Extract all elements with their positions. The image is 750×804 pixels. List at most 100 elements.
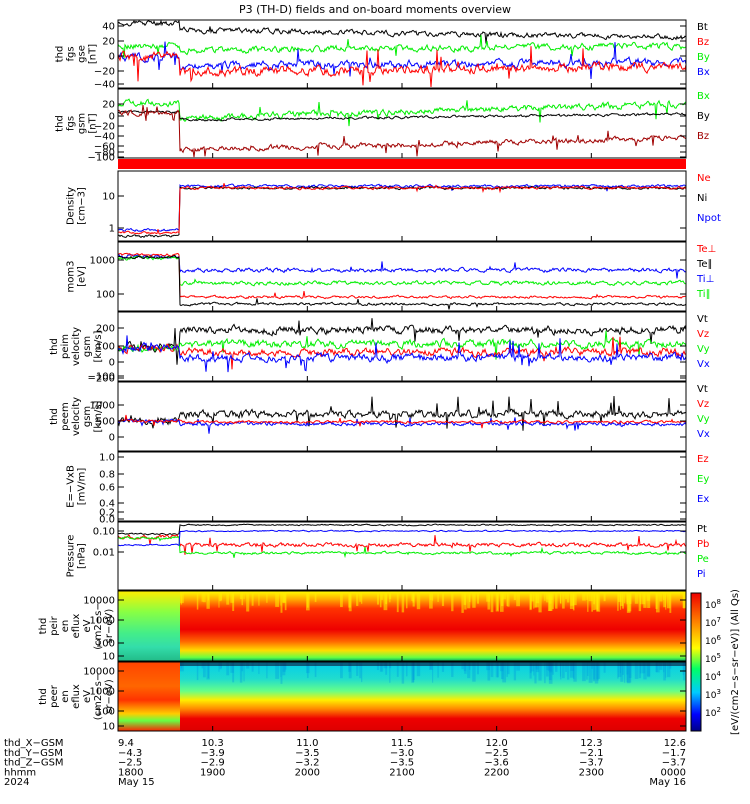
peir-texture bbox=[499, 591, 504, 612]
peer-texture bbox=[207, 662, 209, 679]
peer-texture bbox=[565, 662, 567, 672]
peer-texture bbox=[499, 662, 504, 672]
peer-texture bbox=[507, 662, 510, 675]
ytick-label: −100 bbox=[88, 153, 115, 164]
xaxis-value: −2.9 bbox=[201, 758, 225, 769]
peer-texture bbox=[627, 662, 632, 683]
xaxis-value: 2100 bbox=[389, 767, 414, 778]
peer-texture bbox=[266, 662, 268, 679]
peir-texture bbox=[282, 591, 286, 603]
peir-texture bbox=[280, 591, 283, 613]
peer-texture bbox=[638, 662, 642, 679]
peir-texture bbox=[218, 591, 220, 608]
peer-texture bbox=[282, 662, 286, 672]
ytick-label: 0.6 bbox=[99, 483, 115, 494]
peir-texture bbox=[659, 591, 663, 602]
peir-texture bbox=[275, 591, 280, 607]
series-bz bbox=[117, 46, 687, 88]
legend-bt: Bt bbox=[697, 22, 708, 33]
legend-vy: Vy bbox=[697, 414, 710, 425]
peer-texture bbox=[232, 662, 235, 683]
xaxis-rowlabel: hhmm bbox=[4, 767, 36, 778]
peir-texture bbox=[464, 591, 467, 610]
peir-texture bbox=[476, 591, 480, 604]
ylabel-line: gsm bbox=[82, 406, 93, 427]
panel-frame-peem-velocity bbox=[117, 381, 687, 452]
peer-texture bbox=[587, 662, 589, 677]
legend-bx: Bx bbox=[697, 91, 710, 102]
peer-texture bbox=[684, 662, 686, 671]
ylabel-line: Pressure bbox=[66, 535, 77, 578]
peir-texture bbox=[534, 591, 537, 608]
peer-texture bbox=[340, 662, 343, 679]
peer-texture bbox=[573, 662, 577, 682]
ylabel-line: en bbox=[60, 620, 71, 633]
peer-texture bbox=[626, 662, 629, 675]
ylabel-line: eflux bbox=[71, 684, 82, 709]
peer-texture bbox=[619, 662, 622, 674]
peer-texture bbox=[656, 662, 660, 673]
peer-texture bbox=[641, 662, 646, 674]
peir-texture bbox=[232, 591, 235, 611]
peer-texture bbox=[451, 662, 454, 678]
peir-texture bbox=[376, 591, 380, 605]
series-pi bbox=[118, 529, 687, 547]
xaxis-value: −3.6 bbox=[485, 758, 509, 769]
legend-by: By bbox=[697, 52, 710, 63]
peer-texture bbox=[306, 662, 309, 679]
xaxis-value: May 15 bbox=[118, 777, 155, 788]
peer-texture bbox=[560, 662, 562, 680]
ylabel-line: [nPa] bbox=[77, 543, 88, 569]
peir-texture bbox=[284, 591, 287, 611]
peer-texture bbox=[570, 662, 575, 671]
legend-ne: Ne bbox=[697, 173, 711, 184]
xaxis-value: −2.5 bbox=[118, 758, 142, 769]
xaxis-value: 1800 bbox=[118, 767, 143, 778]
series-pe bbox=[117, 535, 687, 559]
peer-texture bbox=[359, 662, 362, 679]
peir-texture bbox=[516, 591, 520, 607]
ylabel-line: gsm bbox=[77, 113, 88, 134]
peer-texture bbox=[280, 662, 282, 677]
peer-texture bbox=[275, 662, 280, 679]
ytick-label: 0.01 bbox=[93, 548, 115, 559]
legend-pe: Pe bbox=[697, 554, 709, 565]
xaxis-value: −2.1 bbox=[579, 748, 603, 759]
ylabel-line: thd bbox=[55, 115, 66, 132]
peer-texture bbox=[655, 662, 658, 673]
peir-texture bbox=[626, 591, 631, 613]
peer-texture bbox=[376, 662, 380, 671]
ytick-label: 0.8 bbox=[99, 470, 115, 481]
colorbar-exp: 5 bbox=[716, 652, 720, 660]
ylabel-line: (cm2−s− bbox=[93, 673, 104, 720]
series-pb bbox=[117, 534, 687, 555]
legend-ti⊥: Ti⊥ bbox=[696, 274, 714, 285]
colorbar-exp: 3 bbox=[716, 688, 720, 696]
peer-texture bbox=[306, 662, 310, 674]
peir-texture bbox=[361, 591, 363, 604]
peir-texture bbox=[656, 591, 660, 613]
legend-pi: Pi bbox=[697, 569, 706, 580]
quality-bar bbox=[118, 159, 686, 169]
legend-by: By bbox=[697, 111, 710, 122]
ylabel-line: gsm bbox=[82, 336, 93, 357]
peir-texture bbox=[506, 591, 508, 606]
legend-pt: Pt bbox=[697, 524, 707, 535]
xaxis-value: 12.6 bbox=[664, 738, 686, 749]
peir-texture bbox=[472, 591, 476, 608]
peer-texture bbox=[218, 662, 220, 672]
ytick-label: 10 bbox=[102, 192, 115, 203]
peer-texture bbox=[196, 662, 199, 681]
peer-texture bbox=[282, 662, 286, 676]
ytick-label: 1000 bbox=[90, 616, 115, 627]
series-bz-gsm bbox=[117, 105, 687, 158]
peir-texture bbox=[239, 591, 243, 600]
ytick-label: 20 bbox=[102, 37, 115, 48]
legend-ex: Ex bbox=[697, 494, 709, 505]
ytick-label: 0.4 bbox=[99, 499, 115, 510]
peer-texture bbox=[314, 662, 317, 678]
peer-texture bbox=[441, 662, 445, 672]
peer-texture bbox=[647, 662, 651, 678]
peir-texture bbox=[266, 591, 268, 603]
panel-frame-efield bbox=[117, 451, 687, 522]
